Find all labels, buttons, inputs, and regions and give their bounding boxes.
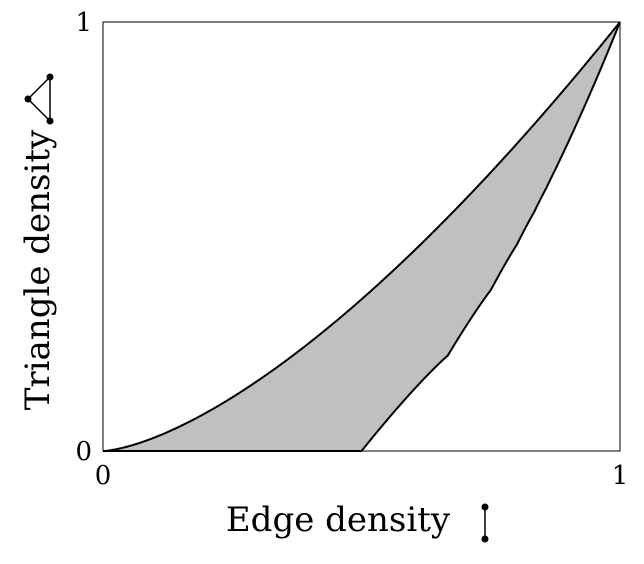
triangle-graph-icon xyxy=(24,73,54,125)
plot-frame xyxy=(102,21,621,452)
y-tick-label-top: 1 xyxy=(75,8,92,38)
lower-boundary-curve xyxy=(103,21,621,452)
x-axis-label: Edge density xyxy=(226,500,451,540)
y-axis-label: Triangle density xyxy=(18,129,58,410)
y-tick-label-bottom: 0 xyxy=(75,437,92,467)
edge-graph-icon xyxy=(481,503,489,543)
x-tick-label-right: 1 xyxy=(612,461,629,491)
upper-boundary-curve xyxy=(102,21,621,452)
feasible-region-area xyxy=(103,22,620,451)
x-tick-label-left: 0 xyxy=(95,461,112,491)
